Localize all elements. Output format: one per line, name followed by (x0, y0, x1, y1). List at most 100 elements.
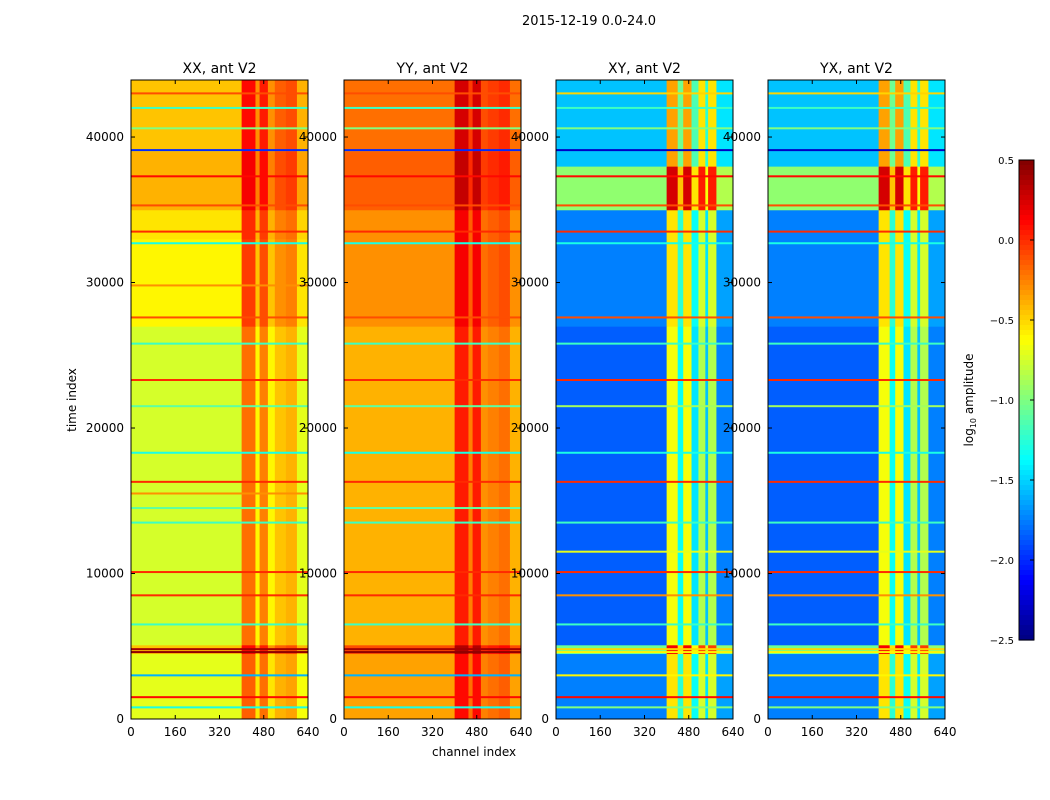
y-tick-label: 0 (753, 712, 761, 726)
colorbar-segment (1019, 180, 1034, 186)
x-tick-label: 160 (801, 725, 824, 739)
heatmap-cell (498, 151, 511, 211)
colorbar-segment (1019, 465, 1034, 471)
heatmap-cell (255, 209, 261, 240)
heatmap-cell (910, 238, 918, 327)
heatmap-cell (708, 238, 717, 327)
heatmap-stripe (131, 521, 308, 524)
heatmap-stripe (131, 316, 308, 319)
colorbar-segment (1019, 220, 1034, 226)
colorbar-segment (1019, 240, 1034, 246)
heatmap-cell (705, 238, 709, 327)
heatmap-stripe (556, 594, 733, 597)
heatmap-cell (344, 80, 456, 153)
heatmap-stripe (556, 127, 733, 130)
heatmap-panel-1: XX, ant V2 0 160 320 480 640 0 10000 20000 30000 4… (86, 61, 320, 739)
heatmap-cell (903, 238, 911, 327)
heatmap-cell (487, 209, 500, 240)
colorbar-segment (1019, 615, 1034, 621)
heatmap-cell (677, 238, 684, 327)
colorbar-segment (1019, 575, 1034, 581)
heatmap-cell (285, 209, 298, 240)
heatmap-cell (255, 326, 261, 646)
heatmap-cell (556, 238, 668, 327)
heatmap-cell (698, 209, 706, 240)
colorbar-segment (1019, 200, 1034, 206)
heatmap-stripe (131, 127, 308, 130)
y-tick-label: 30000 (86, 276, 124, 290)
heatmap-cell (917, 238, 921, 327)
heatmap-cell (472, 326, 482, 646)
y-tick-label: 30000 (299, 276, 337, 290)
x-tick-label: 0 (552, 725, 560, 739)
colorbar-tick-label: −2.5 (990, 636, 1014, 647)
panel-title: YY, ant V2 (396, 61, 469, 77)
heatmap-cell (708, 166, 717, 211)
heatmap-cell (274, 653, 287, 720)
colorbar-segment (1019, 185, 1034, 191)
heatmap-cell (296, 209, 309, 240)
heatmap-cell (683, 209, 693, 240)
y-tick-label: 20000 (723, 421, 761, 435)
heatmap-cell (666, 209, 679, 240)
colorbar-segment (1019, 495, 1034, 501)
heatmap-cell (910, 80, 918, 167)
heatmap-cell (556, 209, 668, 240)
heatmap-cell (691, 326, 699, 646)
heatmap-stripe (556, 242, 733, 245)
heatmap-stripe (131, 623, 308, 626)
colorbar-segment (1019, 520, 1034, 526)
heatmap-cell (344, 326, 456, 646)
heatmap-cell (487, 80, 500, 153)
heatmap-cell (878, 166, 891, 211)
heatmap-cell (468, 209, 474, 240)
heatmap-cell (480, 209, 489, 240)
heatmap-cell (480, 80, 489, 153)
colorbar-segment (1019, 285, 1034, 291)
y-tick-label: 0 (329, 712, 337, 726)
heatmap-cell (468, 151, 474, 211)
colorbar-segment (1019, 225, 1034, 231)
heatmap-cell (889, 80, 896, 167)
heatmap-stripe (344, 127, 521, 130)
colorbar-segment (1019, 480, 1034, 486)
heatmap-stripe (344, 242, 521, 245)
colorbar-tick-label: 0.0 (998, 236, 1014, 247)
heatmap-cell (708, 653, 717, 720)
colorbar-segment (1019, 310, 1034, 316)
heatmap-cell (267, 238, 276, 327)
heatmap-cell (683, 238, 693, 327)
heatmap-cell (509, 238, 522, 327)
heatmap-cell (677, 653, 684, 720)
heatmap-cell (296, 653, 309, 720)
colorbar-segment (1019, 620, 1034, 626)
y-axis-label: time index (65, 368, 79, 432)
heatmap-cell (296, 326, 309, 646)
heatmap-cell (468, 238, 474, 327)
heatmap-stripe (768, 92, 945, 95)
y-tick-label: 20000 (511, 421, 549, 435)
colorbar-segment (1019, 250, 1034, 256)
heatmap-cell (691, 166, 699, 211)
heatmap-stripe (131, 230, 308, 233)
heatmap-stripe (344, 342, 521, 345)
heatmap-cell (344, 238, 456, 327)
heatmap-cell (259, 238, 269, 327)
heatmap-cell (903, 653, 911, 720)
colorbar-segment (1019, 565, 1034, 571)
colorbar-segment (1019, 400, 1034, 406)
colorbar-segment (1019, 210, 1034, 216)
colorbar-segment (1019, 625, 1034, 631)
heatmap-cell (509, 326, 522, 646)
x-tick-label: 640 (297, 725, 320, 739)
heatmap-cell (705, 209, 709, 240)
heatmap-stripe (344, 696, 521, 699)
heatmap-stripe (768, 242, 945, 245)
x-tick-label: 320 (421, 725, 444, 739)
heatmap-cell (267, 326, 276, 646)
heatmap-cell (259, 326, 269, 646)
colorbar-segment (1019, 475, 1034, 481)
heatmap-cell (480, 653, 489, 720)
heatmap-cell (677, 166, 684, 211)
heatmap-cell (468, 653, 474, 720)
